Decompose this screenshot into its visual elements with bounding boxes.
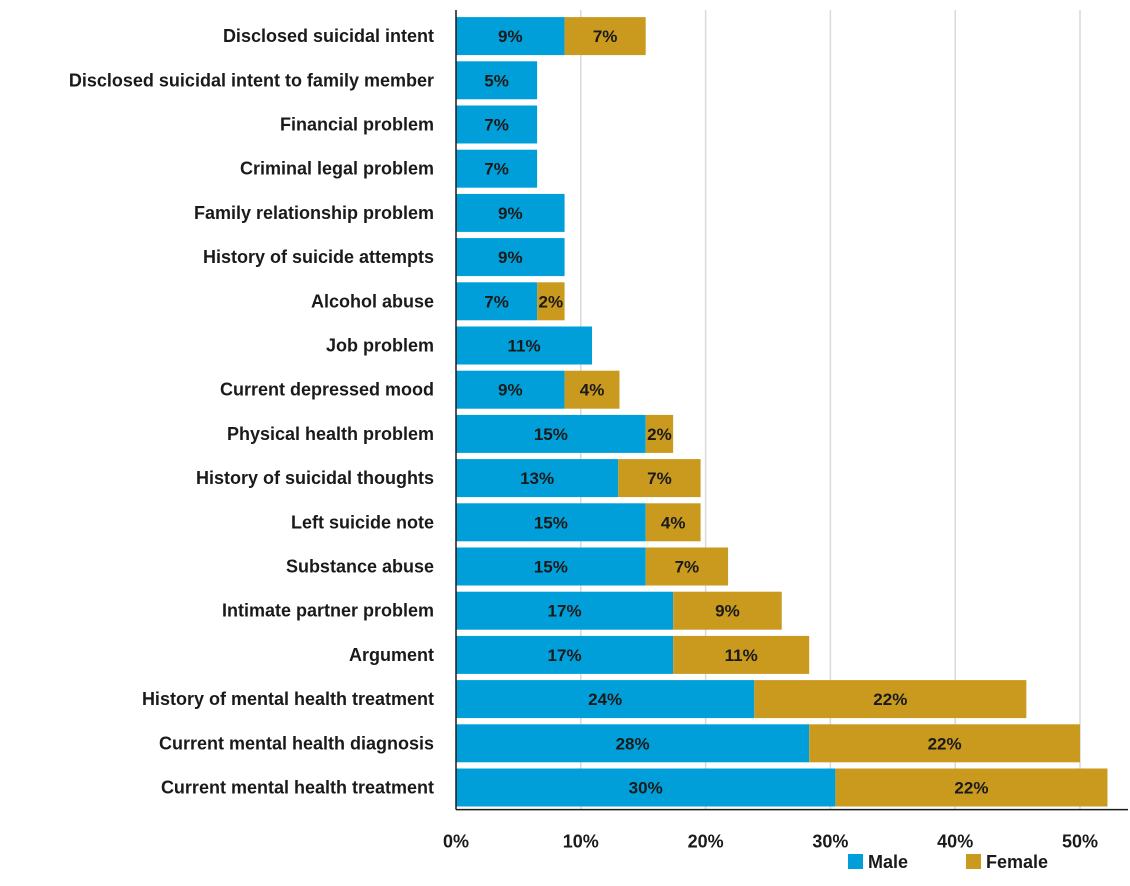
bar-male <box>456 459 619 498</box>
bar-value-label: 9% <box>498 248 523 267</box>
bar-value-label: 4% <box>661 513 686 532</box>
x-tick-label: 30% <box>812 832 848 852</box>
bar-female <box>835 768 1108 807</box>
category-label: Current mental health diagnosis <box>159 733 434 753</box>
bar-value-label: 11% <box>725 646 758 665</box>
bar-female <box>645 547 729 586</box>
legend-swatch <box>848 854 863 869</box>
bar-value-label: 15% <box>534 558 568 577</box>
category-label: History of mental health treatment <box>142 689 434 709</box>
bar-male <box>456 238 565 277</box>
bar-value-label: 9% <box>498 204 523 223</box>
bar-value-label: 2% <box>647 425 672 444</box>
bar-male <box>456 680 755 719</box>
bar-value-label: 7% <box>484 116 509 135</box>
bar-value-label: 4% <box>580 381 605 400</box>
x-tick-label: 50% <box>1062 832 1098 852</box>
category-label: Disclosed suicidal intent <box>223 26 434 46</box>
category-label: History of suicidal thoughts <box>196 468 434 488</box>
category-label: Disclosed suicidal intent to family memb… <box>69 70 434 90</box>
category-label: Left suicide note <box>291 512 434 532</box>
bar-female <box>645 414 674 453</box>
bar-value-label: 24% <box>588 690 622 709</box>
bars: 9% 7% 5% 7% 7% 9% 9% 7% 2% 11% 9% 4% 15% 2% 13% 7% 15% 4%… <box>456 17 1108 807</box>
x-tick-label: 20% <box>688 832 724 852</box>
bar-value-label: 17% <box>548 602 582 621</box>
bar-male <box>456 591 674 630</box>
bar-male <box>456 503 646 542</box>
bar-value-label: 9% <box>498 381 523 400</box>
bar-value-label: 2% <box>539 292 564 311</box>
bar-value-label: 30% <box>629 779 663 798</box>
bar-value-label: 9% <box>498 27 523 46</box>
bar-male <box>456 105 538 144</box>
category-labels: Disclosed suicidal intent Disclosed suici… <box>69 26 434 797</box>
bar-value-label: 22% <box>954 779 988 798</box>
bar-value-label: 11% <box>507 337 540 356</box>
category-label: Job problem <box>326 336 434 356</box>
bar-female <box>537 282 565 321</box>
bar-value-label: 7% <box>484 160 509 179</box>
category-label: Argument <box>349 645 434 665</box>
bar-female <box>809 724 1080 763</box>
bar-male <box>456 370 565 409</box>
bar-value-label: 15% <box>534 425 568 444</box>
bar-male <box>456 17 565 56</box>
category-label: Criminal legal problem <box>240 159 434 179</box>
bar-value-label: 17% <box>548 646 582 665</box>
bar-female <box>754 680 1027 719</box>
bar-male <box>456 414 646 453</box>
category-label: Alcohol abuse <box>311 291 434 311</box>
bar-value-label: 7% <box>484 292 509 311</box>
x-tick-label: 10% <box>563 832 599 852</box>
category-label: Substance abuse <box>286 557 434 577</box>
bar-male <box>456 724 810 763</box>
bar-female <box>673 591 782 630</box>
category-label: Current mental health treatment <box>161 778 434 798</box>
category-label: History of suicide attempts <box>203 247 434 267</box>
bar-male <box>456 193 565 232</box>
category-label: Current depressed mood <box>220 380 434 400</box>
bar-male <box>456 635 674 674</box>
bar-value-label: 22% <box>928 734 962 753</box>
bar-male <box>456 326 593 365</box>
legend-swatch <box>966 854 981 869</box>
bar-value-label: 7% <box>675 558 700 577</box>
x-tick-labels: 0% 10% 20% 30% 40% 50% <box>443 832 1098 852</box>
category-label: Intimate partner problem <box>222 601 434 621</box>
x-tick-label: 0% <box>443 832 469 852</box>
bar-female <box>673 635 810 674</box>
category-label: Physical health problem <box>227 424 434 444</box>
bar-value-label: 7% <box>647 469 672 488</box>
bar-value-label: 22% <box>873 690 907 709</box>
gridlines <box>580 10 1081 810</box>
bar-male <box>456 149 538 188</box>
legend-label: Female <box>986 852 1048 872</box>
category-label: Family relationship problem <box>194 203 434 223</box>
category-label: Financial problem <box>280 115 434 135</box>
bar-male <box>456 282 538 321</box>
bar-value-label: 28% <box>616 734 650 753</box>
bar-male <box>456 61 538 100</box>
bar-value-label: 5% <box>484 71 509 90</box>
bar-value-label: 15% <box>534 513 568 532</box>
bar-male <box>456 547 646 586</box>
bar-female <box>618 459 701 498</box>
bar-value-label: 7% <box>593 27 618 46</box>
bar-value-label: 9% <box>715 602 740 621</box>
bar-male <box>456 768 836 807</box>
legend-label: Male <box>868 852 908 872</box>
bar-female <box>564 17 646 56</box>
bar-female <box>645 503 701 542</box>
legend: Male Female <box>848 852 1048 872</box>
x-tick-label: 40% <box>937 832 973 852</box>
axes <box>455 10 1128 811</box>
bar-value-label: 13% <box>520 469 554 488</box>
bar-female <box>564 370 620 409</box>
